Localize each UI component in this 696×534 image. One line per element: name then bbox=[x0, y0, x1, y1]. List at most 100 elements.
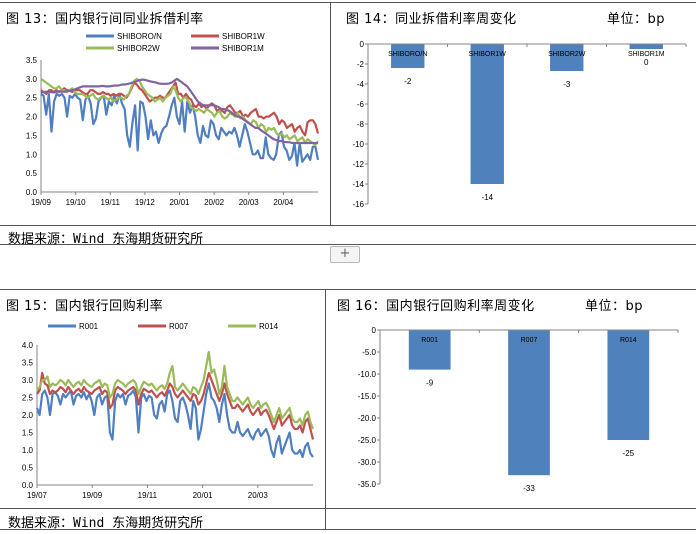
category-label-shibor1m: SHIBOR1M bbox=[628, 51, 665, 58]
y-tick-label: -2 bbox=[357, 60, 365, 69]
y-tick-label: -12 bbox=[352, 160, 364, 169]
value-label-shibor2w: -3 bbox=[563, 80, 571, 89]
y-tick-label: -4 bbox=[357, 80, 365, 89]
y-tick-label: 3.5 bbox=[26, 56, 38, 65]
y-tick-label: 2.0 bbox=[26, 113, 38, 122]
bar-shibor2w bbox=[550, 44, 584, 71]
y-tick-label: -8 bbox=[357, 120, 365, 129]
x-tick-label: 19/09 bbox=[31, 198, 52, 207]
column-divider-top bbox=[330, 2, 331, 225]
y-tick-label: 0.5 bbox=[26, 169, 38, 178]
divider-top-row bbox=[0, 225, 696, 226]
value-label-r007: -33 bbox=[523, 484, 535, 493]
figure-14-unit: 单位：bp bbox=[607, 12, 666, 27]
y-tick-label: -14 bbox=[352, 180, 364, 189]
bar-shibor1m bbox=[629, 44, 663, 49]
y-tick-label: 2.5 bbox=[22, 394, 34, 403]
figure-14-caption: 图 14：同业拆借利率周变化 bbox=[346, 12, 517, 27]
divider-bottom-row-top bbox=[0, 289, 696, 290]
figure-16-caption: 图 16：国内银行回购利率周变化 bbox=[337, 299, 535, 314]
y-tick-label: -20.0 bbox=[358, 414, 377, 423]
category-label-shibor2w: SHIBOR2W bbox=[548, 51, 586, 58]
category-label-shibor1w: SHIBOR1W bbox=[469, 51, 507, 58]
x-tick-label: 19/10 bbox=[66, 198, 87, 207]
y-tick-label: 1.5 bbox=[26, 131, 38, 140]
source-note-top: 数据来源：Wind 东海期货研究所 bbox=[8, 232, 204, 247]
bar-r001 bbox=[408, 330, 451, 370]
chart-figure-16: 0 -5.0 -10.0 -15.0 -20.0 -25.0 -30.0 -35.0 R001 -… bbox=[358, 326, 679, 493]
chart-figure-15: 0.0 0.5 1.0 1.5 2.0 2.5 3.0 3.5 4.0 19/07 19/09 19/… bbox=[22, 322, 315, 500]
y-tick-label: -10 bbox=[352, 140, 364, 149]
chart-figure-13: 0.0 0.5 1.0 1.5 2.0 2.5 3.0 3.5 19/09 19/10 19/11 1… bbox=[26, 32, 320, 207]
x-tick-label: 19/11 bbox=[138, 491, 158, 500]
y-tick-label: 1.0 bbox=[26, 150, 38, 159]
series-line-r014 bbox=[36, 350, 315, 430]
border-bottom bbox=[0, 529, 696, 530]
series-line-shibor1w bbox=[40, 81, 320, 137]
x-tick-label: 19/12 bbox=[135, 198, 156, 207]
y-tick-label: 2.5 bbox=[26, 94, 38, 103]
y-tick-label: -16 bbox=[352, 200, 364, 209]
series-line-shiboro-n bbox=[40, 92, 320, 167]
legend-label-r001: R001 bbox=[79, 322, 99, 331]
x-tick-label: 20/04 bbox=[273, 198, 294, 207]
y-tick-label: 2.0 bbox=[22, 411, 34, 420]
series-line-shibor2w bbox=[40, 77, 319, 147]
category-label-r014: R014 bbox=[620, 337, 637, 344]
y-tick-label: -6 bbox=[357, 100, 365, 109]
border-top bbox=[0, 2, 696, 3]
x-tick-label: 20/03 bbox=[248, 491, 269, 500]
bar-r014 bbox=[607, 330, 650, 440]
legend-label-shibor1w: SHIBOR1W bbox=[222, 32, 265, 41]
legend-label-shibor2w: SHIBOR2W bbox=[117, 44, 160, 53]
legend-label-shiboro-n: SHIBORO/N bbox=[117, 32, 162, 41]
legend-label-shibor1m: SHIBOR1M bbox=[222, 44, 264, 53]
value-label-shibor1m: 0 bbox=[644, 58, 649, 67]
divider-bottom-row bbox=[0, 508, 696, 509]
divider-source-bottom bbox=[0, 244, 696, 245]
y-tick-label: -15.0 bbox=[358, 392, 377, 401]
y-tick-label: 1.0 bbox=[22, 446, 34, 455]
x-tick-label: 19/07 bbox=[27, 491, 48, 500]
value-label-shibor1w: -14 bbox=[481, 193, 493, 202]
y-tick-label: -5.0 bbox=[362, 348, 376, 357]
x-tick-label: 20/02 bbox=[204, 198, 225, 207]
figure-13-caption: 图 13：国内银行间同业拆借利率 bbox=[6, 12, 204, 27]
x-tick-label: 19/11 bbox=[101, 198, 121, 207]
y-tick-label: 0 bbox=[360, 40, 365, 49]
x-tick-label: 20/01 bbox=[193, 491, 214, 500]
value-label-r001: -9 bbox=[426, 379, 434, 388]
y-tick-label: -30.0 bbox=[358, 458, 377, 467]
series-line-shibor1m bbox=[41, 77, 318, 145]
y-tick-label: -25.0 bbox=[358, 436, 377, 445]
y-tick-label: 3.5 bbox=[22, 359, 34, 368]
series-line-r007 bbox=[36, 371, 315, 440]
y-tick-label: 0.0 bbox=[26, 188, 38, 197]
y-tick-label: 3.0 bbox=[22, 376, 34, 385]
y-tick-label: -35.0 bbox=[358, 480, 377, 489]
bar-r007 bbox=[508, 330, 550, 476]
add-button[interactable]: + bbox=[330, 246, 360, 263]
value-label-shiboro-n: -2 bbox=[404, 77, 412, 86]
y-tick-label: 0.0 bbox=[22, 481, 34, 490]
y-tick-label: 0.5 bbox=[22, 464, 34, 473]
y-tick-label: 0 bbox=[372, 326, 377, 335]
legend-label-r014: R014 bbox=[259, 322, 279, 331]
x-tick-label: 19/09 bbox=[82, 491, 103, 500]
category-label-r001: R001 bbox=[421, 337, 438, 344]
series-line-r001 bbox=[35, 382, 314, 459]
figure-15-caption: 图 15：国内银行回购利率 bbox=[6, 299, 164, 314]
y-tick-label: 1.5 bbox=[22, 429, 34, 438]
x-tick-label: 20/03 bbox=[239, 198, 260, 207]
y-tick-label: -10.0 bbox=[358, 370, 377, 379]
x-tick-label: 20/01 bbox=[169, 198, 190, 207]
figure-16-unit: 单位：bp bbox=[585, 299, 644, 314]
category-label-r007: R007 bbox=[521, 337, 538, 344]
category-label-shiboro-n: SHIBORO/N bbox=[388, 51, 427, 58]
y-tick-label: 4.0 bbox=[22, 341, 34, 350]
bar-shiboro-n bbox=[391, 44, 425, 68]
chart-figure-14: 0 -2 -4 -6 -8 -10 -12 -14 -16 SHIBORO/N -2 SHIBOR1W… bbox=[352, 40, 687, 209]
column-divider-bottom bbox=[325, 289, 326, 529]
bar-shibor1w bbox=[470, 44, 504, 184]
legend-label-r007: R007 bbox=[169, 322, 189, 331]
